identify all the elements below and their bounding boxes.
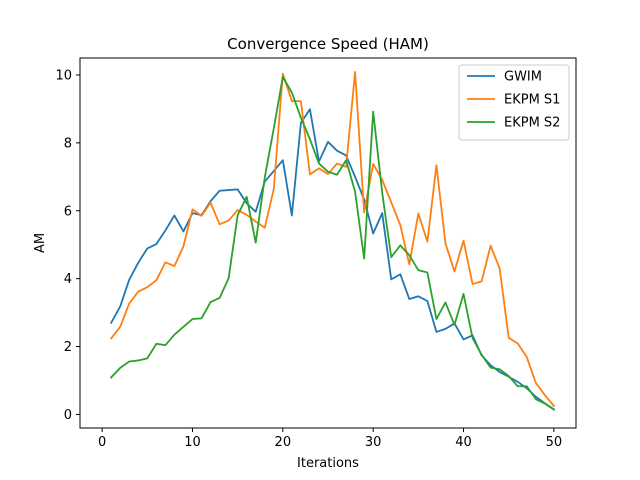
axes-layer: 0 10 20 30 40 50 0 2 4 6 8 10 — [55, 57, 577, 450]
y-tick-label: 2 — [64, 340, 72, 355]
legend-label: EKPM S2 — [504, 116, 560, 131]
x-axis-label: Iterations — [297, 456, 359, 471]
legend-label: EKPM S1 — [504, 93, 560, 108]
x-tick-label: 0 — [98, 435, 106, 450]
series-line-ekpm-s1 — [109, 71, 556, 408]
y-tick-label: 6 — [64, 204, 72, 219]
x-tick-label: 30 — [365, 435, 382, 450]
axes-frame — [79, 57, 577, 429]
legend-label: GWIM — [504, 70, 542, 85]
x-tick-label: 40 — [455, 435, 472, 450]
x-tick-label: 50 — [546, 435, 563, 450]
legend: GWIM EKPM S1 EKPM S2 — [458, 64, 570, 141]
y-tick-label: 8 — [64, 136, 72, 151]
y-tick-label: 0 — [64, 408, 72, 423]
series-layer — [109, 71, 556, 411]
x-tick-label: 10 — [184, 435, 201, 450]
y-tick-label: 10 — [55, 68, 72, 83]
y-axis-label: AM — [33, 233, 48, 253]
y-tick-label: 4 — [64, 272, 72, 287]
x-tick-label: 20 — [275, 435, 292, 450]
series-line-ekpm-s2 — [109, 76, 556, 411]
chart-title: Convergence Speed (HAM) — [227, 35, 429, 53]
